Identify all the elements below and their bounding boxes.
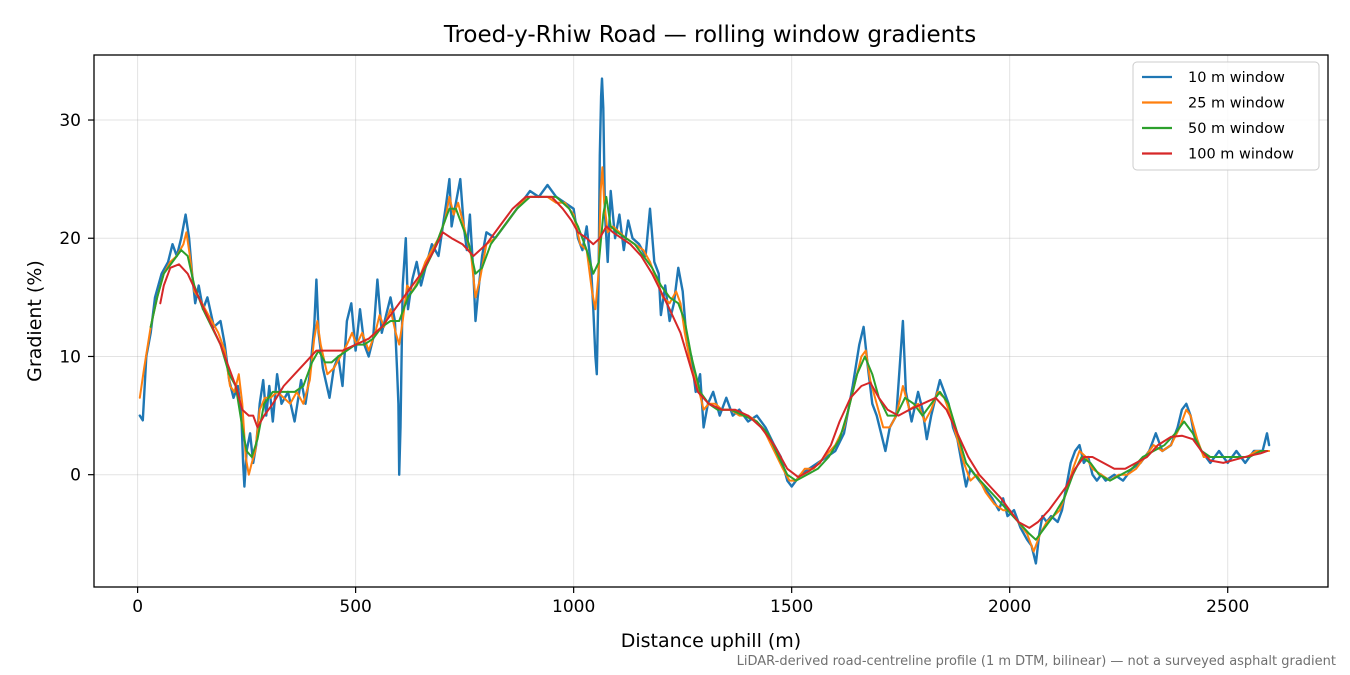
y-axis-label: Gradient (%) — [24, 260, 46, 382]
x-tick-label: 2000 — [988, 597, 1031, 617]
legend-label: 10 m window — [1188, 70, 1285, 86]
series-line — [159, 195, 1268, 529]
y-tick-label: 10 — [59, 347, 81, 367]
series-lines — [138, 77, 1271, 565]
y-tick-label: 20 — [59, 229, 81, 249]
plot-frame — [93, 54, 1329, 588]
legend: 10 m window 25 m window 50 m window 100 m w… — [1132, 61, 1320, 171]
x-tick-label: 1500 — [770, 597, 813, 617]
y-tick-label: 0 — [70, 466, 81, 486]
x-tick-label: 0 — [132, 597, 143, 617]
legend-label: 50 m window — [1188, 121, 1285, 137]
chart-title: Troed-y-Rhiw Road — rolling window gradi… — [443, 22, 976, 48]
chart-footnote: LiDAR-derived road-centreline profile (1… — [737, 654, 1336, 669]
x-tick-label: 1000 — [552, 597, 595, 617]
legend-entries: 10 m window 25 m window 50 m window 100 m w… — [1142, 70, 1294, 163]
series-line — [149, 195, 1268, 541]
legend-box — [1132, 61, 1320, 171]
y-tick-label: 30 — [59, 111, 81, 131]
legend-label: 25 m window — [1188, 96, 1285, 112]
legend-label: 100 m window — [1188, 147, 1294, 163]
x-tick-label: 500 — [339, 597, 371, 617]
ticks: 0 500 1000 1500 2000 2500 0 10 20 30 — [59, 111, 1249, 617]
x-axis-label: Distance uphill (m) — [621, 630, 801, 652]
x-tick-label: 2500 — [1206, 597, 1249, 617]
